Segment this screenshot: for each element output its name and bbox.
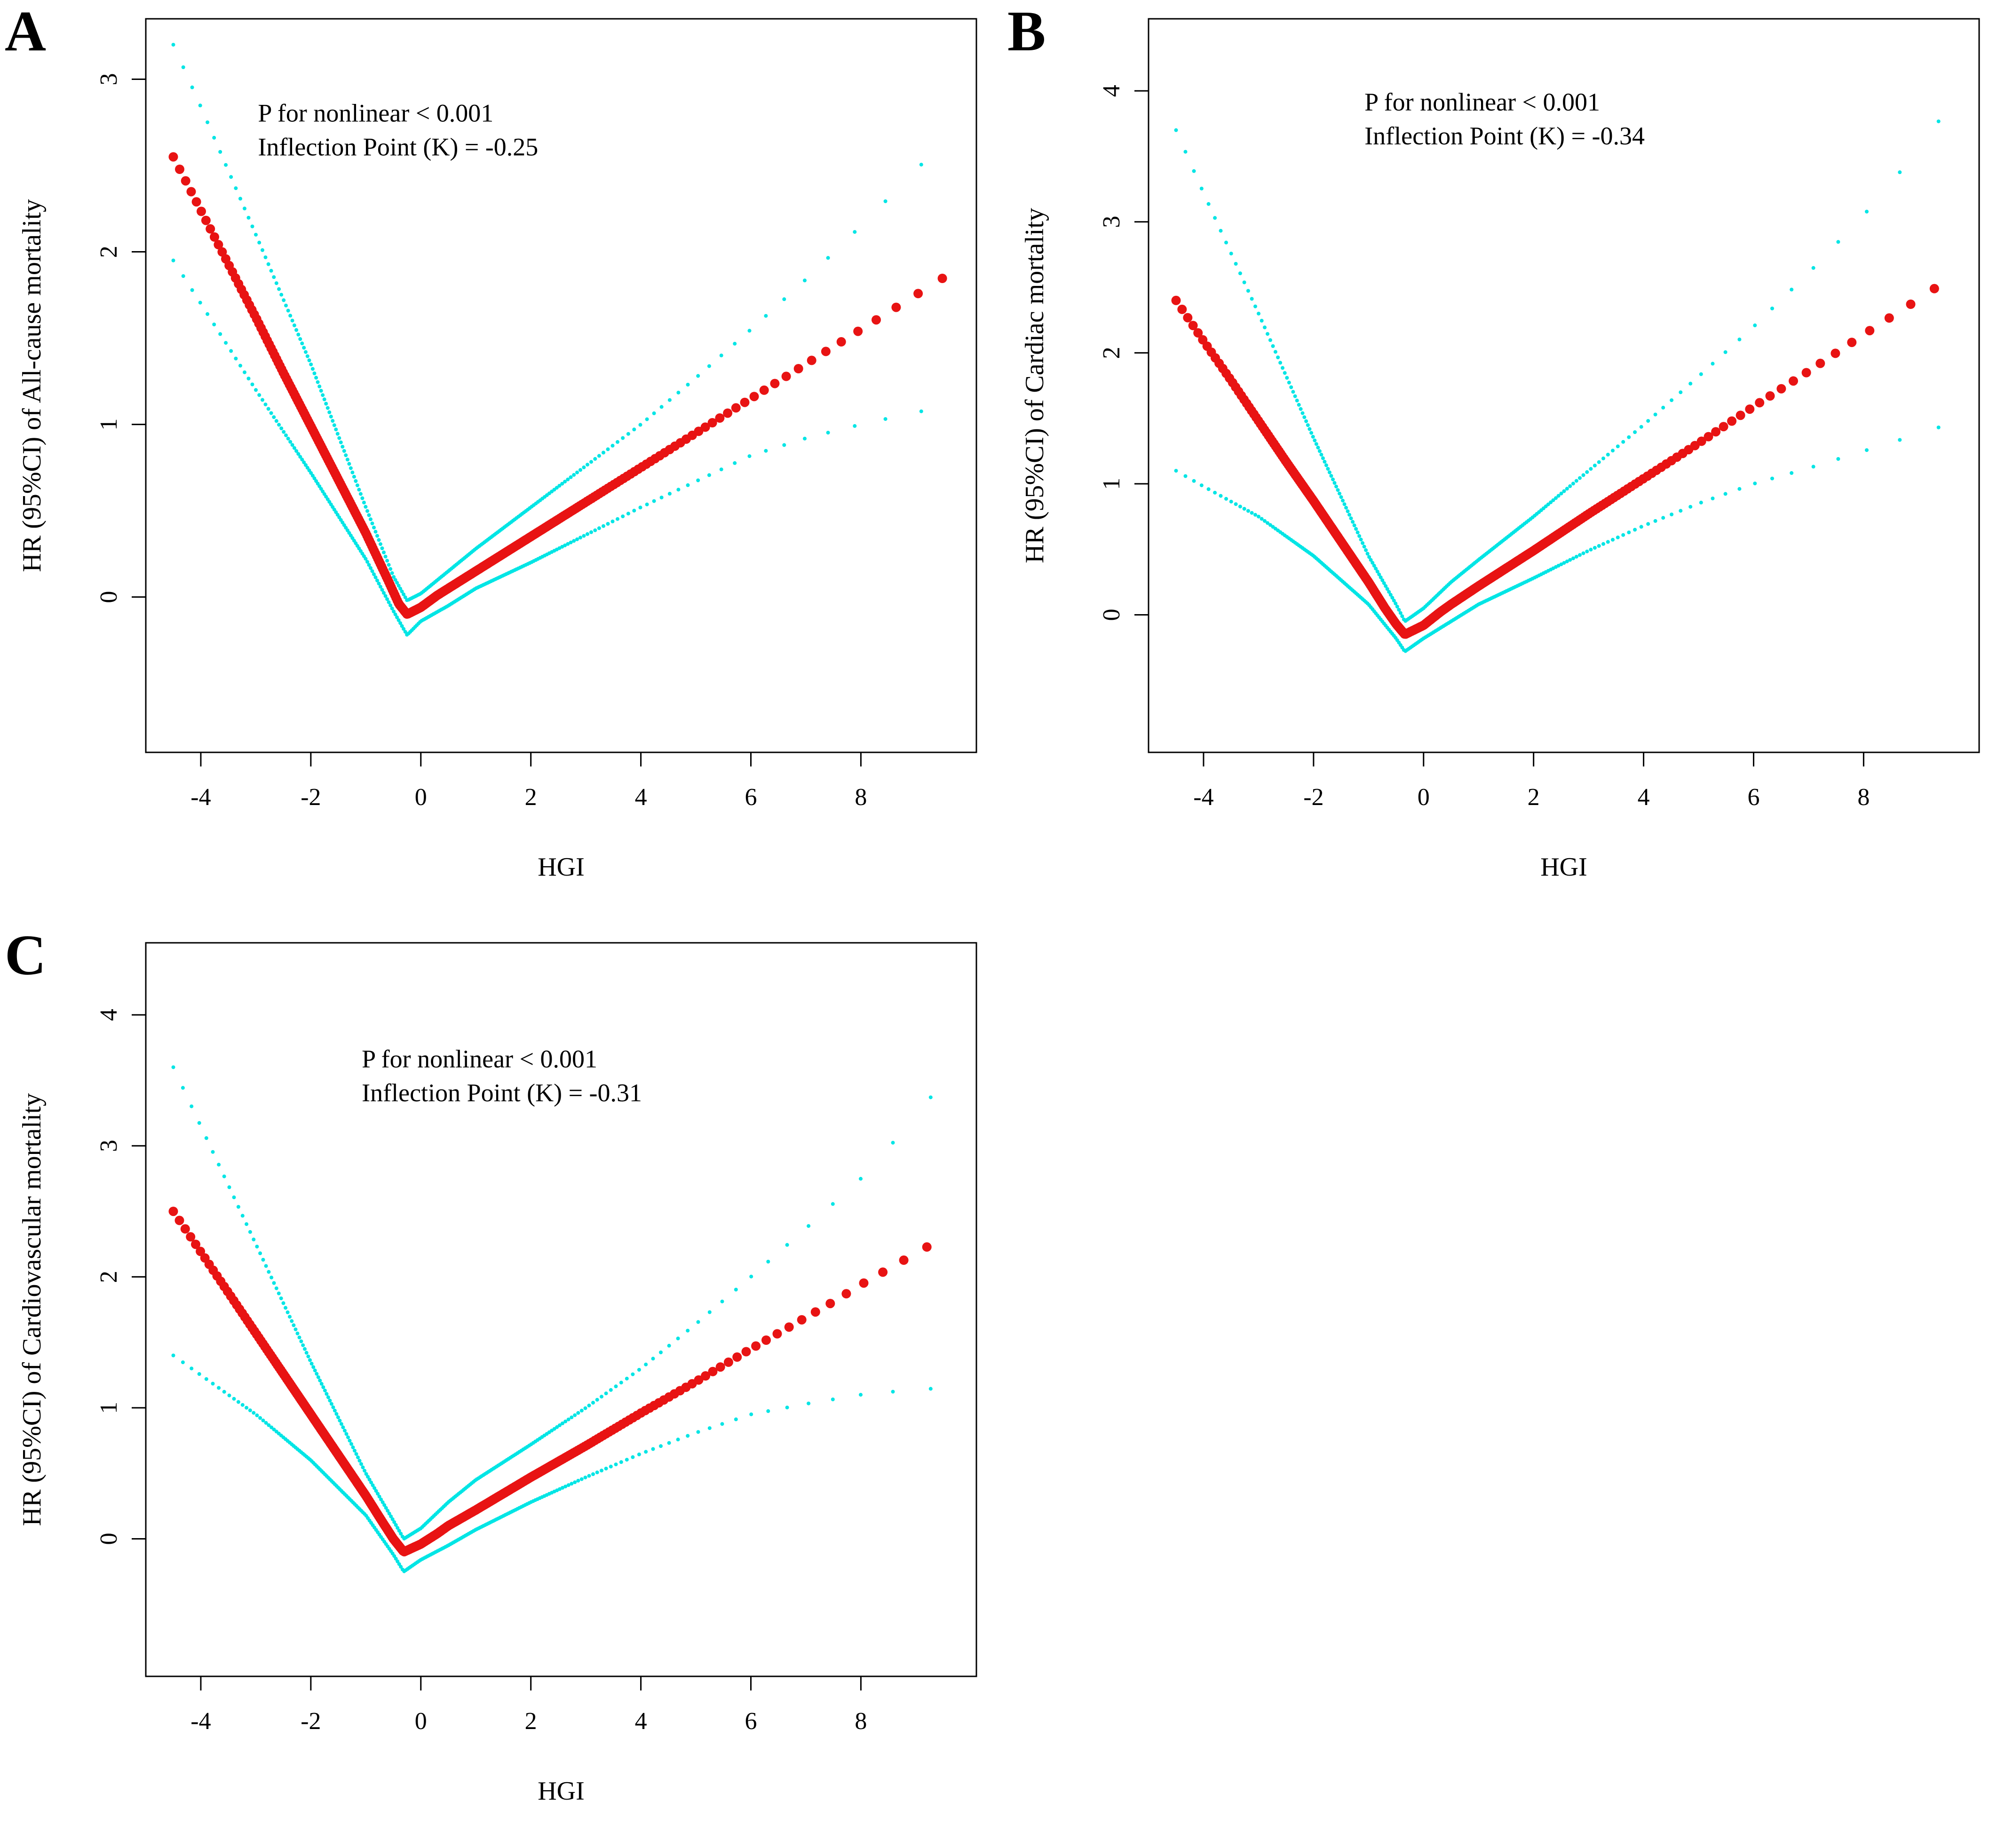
ci-band-dots: [171, 1065, 933, 1540]
panel-letter-c: C: [5, 924, 47, 987]
y-axis-title: HR (95%CI) of Cardiac mortality: [1020, 208, 1049, 563]
svg-text:0: 0: [415, 784, 427, 811]
svg-text:-4: -4: [190, 1708, 211, 1735]
x-axis: -4 -2 0 2 4 6 8: [1193, 752, 1870, 811]
hr-estimate-dots: [168, 1207, 932, 1556]
svg-text:-2: -2: [301, 1708, 321, 1735]
plot-cardiac-mortality: -4 -2 0 2 4 6 8 0 1 2 3 4 HGI HR (95%CI) of Cardiac m…: [1020, 18, 1980, 882]
svg-text:6: 6: [745, 1708, 757, 1735]
plot-box: [145, 18, 977, 753]
plot-box: [1148, 18, 1980, 753]
panel-letter-a: A: [5, 0, 47, 63]
svg-text:-2: -2: [301, 784, 321, 811]
annotation-line: Inflection Point (K) = -0.25: [258, 133, 538, 161]
svg-text:8: 8: [855, 784, 867, 811]
svg-text:2: 2: [1098, 347, 1125, 359]
y-axis: 0 1 2 3 4: [95, 1009, 146, 1545]
svg-text:-2: -2: [1303, 784, 1323, 811]
svg-text:0: 0: [95, 1533, 122, 1545]
ci-band-dots: [1174, 119, 1941, 623]
svg-text:3: 3: [95, 1140, 122, 1152]
svg-text:2: 2: [525, 1708, 537, 1735]
x-axis: -4 -2 0 2 4 6 8: [190, 1676, 867, 1735]
panel-letter-b: B: [1007, 0, 1046, 63]
panel-all-cause-mortality: A -4 -2 0 2 4 6 8 0 1 2 3 HGI HR (95%CI) of All-caus…: [0, 0, 1002, 924]
ci-band-dots: [1174, 426, 1941, 653]
ci-band-dots: [171, 43, 923, 602]
ci-band-dots: [171, 1353, 933, 1573]
annotation-line: P for nonlinear < 0.001: [258, 99, 493, 127]
svg-text:0: 0: [1098, 609, 1125, 621]
x-axis-title: HGI: [538, 1777, 585, 1806]
annotation-line: Inflection Point (K) = -0.31: [362, 1079, 642, 1107]
svg-text:8: 8: [1857, 784, 1870, 811]
svg-text:0: 0: [415, 1708, 427, 1735]
svg-text:4: 4: [95, 1009, 122, 1021]
annotation: P for nonlinear < 0.001 Inflection Point …: [258, 99, 538, 161]
svg-text:0: 0: [95, 591, 122, 603]
svg-text:6: 6: [745, 784, 757, 811]
svg-text:-4: -4: [1193, 784, 1213, 811]
svg-text:1: 1: [95, 419, 122, 431]
panel-cardiac-mortality: B -4 -2 0 2 4 6 8 0 1 2 3 4 HGI HR (95%CI) of Cardiac…: [1003, 0, 2005, 924]
svg-text:-4: -4: [190, 784, 211, 811]
x-axis-title: HGI: [538, 853, 585, 882]
svg-text:4: 4: [635, 1708, 647, 1735]
svg-text:3: 3: [95, 73, 122, 85]
svg-text:6: 6: [1747, 784, 1759, 811]
annotation: P for nonlinear < 0.001 Inflection Point …: [362, 1045, 642, 1107]
svg-text:2: 2: [95, 246, 122, 258]
svg-text:1: 1: [95, 1402, 122, 1414]
svg-text:8: 8: [855, 1708, 867, 1735]
svg-text:4: 4: [1098, 85, 1125, 97]
plot-box: [145, 942, 977, 1677]
svg-text:1: 1: [1098, 478, 1125, 490]
x-axis: -4 -2 0 2 4 6 8: [190, 752, 867, 811]
svg-text:2: 2: [525, 784, 537, 811]
y-axis-title: HR (95%CI) of All-cause mortality: [17, 199, 47, 572]
annotation: P for nonlinear < 0.001 Inflection Point …: [1364, 88, 1645, 150]
svg-text:4: 4: [1638, 784, 1650, 811]
plot-cardiovascular-mortality: -4 -2 0 2 4 6 8 0 1 2 3 4 HGI HR (95%CI) of Cardiovas…: [17, 942, 977, 1806]
x-axis-title: HGI: [1540, 853, 1587, 882]
svg-text:2: 2: [1528, 784, 1540, 811]
panel-cardiovascular-mortality: C -4 -2 0 2 4 6 8 0 1 2 3 4 HGI HR (95%CI) of Cardiov…: [0, 924, 1002, 1848]
svg-text:0: 0: [1418, 784, 1430, 811]
annotation-line: Inflection Point (K) = -0.34: [1364, 122, 1645, 150]
svg-text:4: 4: [635, 784, 647, 811]
svg-text:3: 3: [1098, 216, 1125, 228]
y-axis: 0 1 2 3 4: [1098, 85, 1149, 621]
annotation-line: P for nonlinear < 0.001: [1364, 88, 1600, 116]
y-axis: 0 1 2 3: [95, 73, 146, 603]
y-axis-title: HR (95%CI) of Cardiovascular mortality: [17, 1093, 47, 1526]
svg-text:2: 2: [95, 1271, 122, 1283]
annotation-line: P for nonlinear < 0.001: [362, 1045, 597, 1073]
plot-all-cause-mortality: -4 -2 0 2 4 6 8 0 1 2 3 HGI HR (95%CI) of All-cause …: [17, 18, 977, 882]
hr-estimate-dots: [168, 152, 947, 619]
ci-band-dots: [171, 258, 923, 637]
hr-estimate-dots: [1171, 284, 1939, 639]
